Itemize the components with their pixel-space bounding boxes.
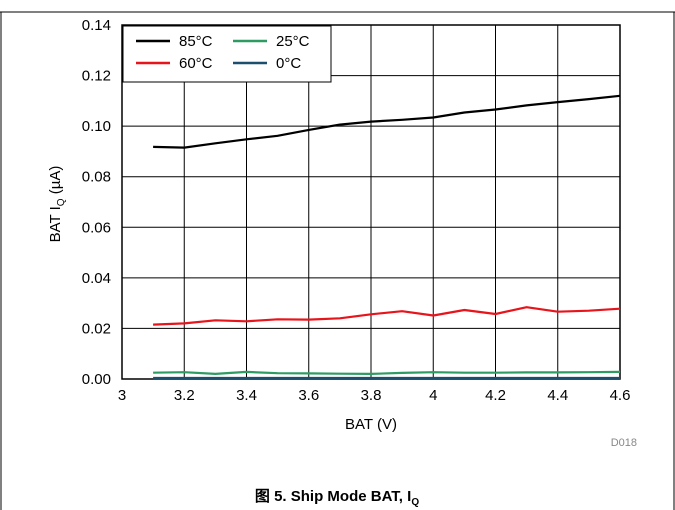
x-axis-label: BAT (V) [345,416,397,433]
x-tick-label: 3 [118,387,126,404]
legend-label: 60°C [179,55,213,72]
series-line-60Cc [153,306,621,326]
x-tick-label: 3.6 [298,387,319,404]
figure-caption: 图 5. Ship Mode BAT, IQ [255,488,419,508]
y-tick-label: 0.12 [82,68,111,85]
x-tick-label: 3.2 [174,387,195,404]
series-line-25Cc [153,370,621,375]
legend-label: 85°C [179,33,213,50]
y-tick-label: 0.02 [82,320,111,337]
x-tick-label: 3.4 [236,387,257,404]
x-tick-label: 3.8 [361,387,382,404]
x-tick-label: 4.6 [610,387,631,404]
legend-label: 0°C [276,55,301,72]
y-tick-label: 0.04 [82,270,111,287]
y-tick-label: 0.10 [82,118,111,135]
y-tick-label: 0.14 [82,17,111,34]
figure-code: D018 [611,437,637,449]
legend-label: 25°C [276,33,310,50]
y-tick-label: 0.08 [82,169,111,186]
legend-box [122,25,332,83]
x-tick-label: 4.2 [485,387,506,404]
x-tick-label: 4 [429,387,437,404]
y-axis-label: BAT IQ (µA) [47,166,67,243]
line-chart: 3 3.2 3.4 3.6 3.8 4 4.2 4.4 4.6 0.00 0.02 0.04 0.06 0… [82,17,631,404]
y-tick-label: 0.06 [82,219,111,236]
y-tick-label: 0.00 [82,371,111,388]
x-tick-label: 4.4 [547,387,568,404]
series-line-85Cc [153,94,621,149]
